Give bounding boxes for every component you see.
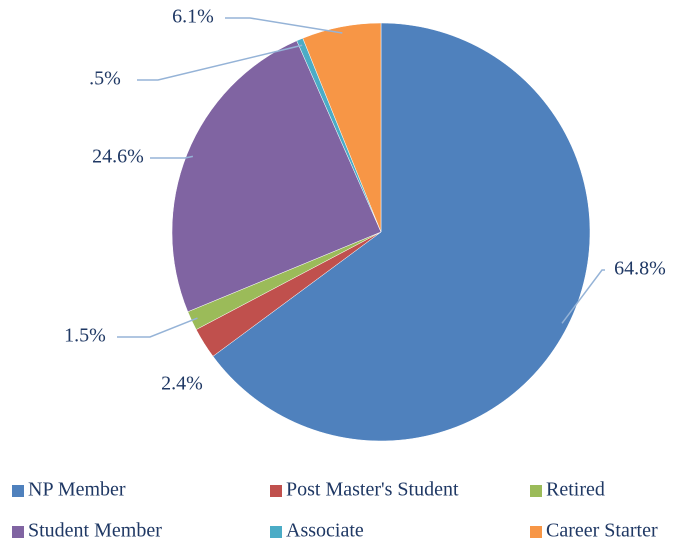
legend-label: Retired [546,479,605,501]
data-label: 2.4% [161,373,203,395]
pie-slice [212,22,591,442]
pie-slice [302,22,382,233]
data-label: 6.1% [172,6,214,28]
legend-label: Associate [286,520,364,542]
legend-label: Post Master's Student [286,479,459,501]
data-label: 24.6% [92,146,144,168]
data-label: .5% [89,68,121,90]
leader-line [225,17,343,34]
legend-swatch [270,485,282,497]
legend-label: Career Starter [546,520,658,542]
legend-label: NP Member [28,479,126,501]
data-label: 1.5% [64,325,106,347]
leader-line [150,155,194,159]
leader-line [137,44,303,81]
data-label: 64.8% [614,258,666,280]
pie-slice [171,40,382,313]
leader-line [117,317,198,338]
leader-line [561,269,605,324]
legend-swatch [530,485,542,497]
legend-swatch [270,526,282,538]
legend-swatch [12,485,24,497]
legend-label: Student Member [28,520,162,542]
legend-swatch [530,526,542,538]
legend-swatch [12,526,24,538]
